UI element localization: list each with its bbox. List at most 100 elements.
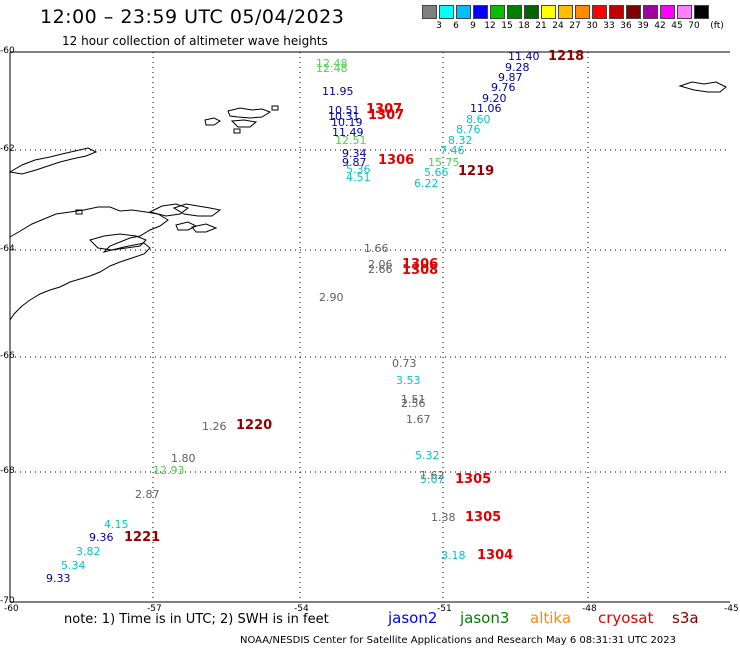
- wave-height-value: 2.66: [368, 263, 393, 276]
- east-island-3: [191, 223, 218, 233]
- wave-height-value: 9.76: [491, 81, 516, 94]
- colorbar-swatch: [694, 5, 709, 19]
- latitude-gridlines: [10, 149, 730, 473]
- wave-height-value: 11.95: [322, 85, 354, 98]
- time-label: 1221: [124, 530, 161, 545]
- wave-height-value: 5.66: [424, 166, 449, 179]
- longitude-label: -51: [437, 604, 452, 614]
- colorbar-swatch: [439, 5, 454, 19]
- wave-height-value: 1.26: [202, 420, 227, 433]
- latitude-label: -68: [0, 466, 15, 476]
- colorbar-label: 15: [501, 21, 513, 31]
- wave-height-value: 9.20: [482, 92, 507, 105]
- time-label: 1307: [366, 102, 403, 117]
- longitude-gridlines: [152, 52, 589, 602]
- colorbar-label: 9: [470, 21, 476, 31]
- colorbar-label: 18: [518, 21, 530, 31]
- colorbar-label: 36: [620, 21, 632, 31]
- south-orkney-west: [204, 117, 221, 126]
- colorbar-swatch: [524, 5, 539, 19]
- wave-height-value: 10.19: [331, 116, 363, 129]
- wave-height-value: 12.48: [316, 62, 348, 75]
- footer-note: note: 1) Time is in UTC; 2) SWH is in fe…: [64, 612, 329, 627]
- colorbar-swatch: [456, 5, 471, 19]
- antarctic-peninsula: [9, 206, 169, 322]
- wave-height-value: 2.87: [135, 488, 160, 501]
- wave-height-value: 1.67: [406, 413, 431, 426]
- south-orkney-east: [230, 119, 258, 128]
- colorbar-label: 39: [637, 21, 649, 31]
- wave-height-value: 2.90: [319, 291, 344, 304]
- colorbar-label: 24: [552, 21, 564, 31]
- coastline: [8, 81, 727, 322]
- time-label: 1306: [402, 257, 439, 272]
- wave-height-value: 3.18: [441, 549, 466, 562]
- wave-height-value: 1.51: [401, 393, 426, 406]
- wave-height-value: 4.15: [104, 518, 129, 531]
- wave-height-value: 9.33: [46, 572, 71, 585]
- colorbar-swatch: [490, 5, 505, 19]
- longitude-label: -54: [294, 604, 309, 614]
- colorbar-label: 30: [586, 21, 598, 31]
- map-subtitle: 12 hour collection of altimeter wave hei…: [62, 34, 328, 48]
- colorbar-swatch: [677, 5, 692, 19]
- wave-height-value: 4.51: [346, 171, 371, 184]
- satellite-altika: altika: [530, 609, 572, 627]
- wave-height-value: 9.34: [342, 147, 367, 160]
- south-georgia: [678, 81, 727, 93]
- wave-height-value: 1.38: [431, 511, 456, 524]
- wave-height-value: 7.46: [440, 144, 465, 157]
- latitude-label: -60: [0, 46, 15, 56]
- colorbar-label: 27: [569, 21, 581, 31]
- wave-height-value: 11.40: [508, 50, 540, 63]
- map-title: 12:00 – 23:59 UTC 05/04/2023: [40, 6, 345, 28]
- wave-height-value: 8.60: [466, 113, 491, 126]
- wave-height-value: 10.51: [328, 104, 360, 117]
- wave-height-value: 5.32: [415, 449, 440, 462]
- wave-height-value: 12.51: [335, 134, 367, 147]
- wave-height-value: 9.87: [342, 156, 367, 169]
- colorbar-unit: (ft): [710, 21, 724, 31]
- small-island-b: [271, 105, 279, 111]
- wave-height-value: 5.34: [61, 559, 86, 572]
- colorbar-swatch: [507, 5, 522, 19]
- colorbar-label: 21: [535, 21, 547, 31]
- east-island-2: [175, 221, 198, 231]
- colorbar-swatch: [660, 5, 675, 19]
- time-label: 1219: [458, 164, 495, 179]
- wave-height-value: 15.75: [428, 156, 460, 169]
- colorbar-swatch: [626, 5, 641, 19]
- latitude-label: -64: [0, 244, 15, 254]
- wave-height-value: 3.82: [76, 545, 101, 558]
- colorbar-swatch: [558, 5, 573, 19]
- wave-height-value: 8.32: [448, 134, 473, 147]
- wave-height-value: 11.06: [470, 102, 502, 115]
- longitude-label: -45: [724, 604, 739, 614]
- time-label: 1304: [477, 548, 514, 563]
- time-label: 1307: [368, 108, 405, 123]
- wave-height-value: 2.56: [401, 397, 426, 410]
- time-label: 1218: [548, 49, 585, 64]
- satellite-jason2: jason2: [388, 609, 438, 627]
- colorbar-label: 45: [671, 21, 683, 31]
- time-label: 1308: [402, 263, 439, 278]
- small-island-a: [75, 209, 83, 215]
- wave-height-value: 9.28: [505, 61, 530, 74]
- colorbar-swatch: [643, 5, 658, 19]
- time-label: 1305: [465, 510, 502, 525]
- colorbar-swatch: [609, 5, 624, 19]
- wave-height-value: 3.53: [396, 374, 421, 387]
- wave-height-value: 12.93: [153, 464, 185, 477]
- wave-height-value: 5.07: [420, 473, 445, 486]
- south-orkney-main: [227, 107, 272, 119]
- wave-height-value: 8.76: [456, 123, 481, 136]
- small-island-c: [233, 128, 241, 134]
- longitude-label: -57: [147, 604, 162, 614]
- wave-height-value: 9.87: [498, 71, 523, 84]
- longitude-label: -48: [582, 604, 597, 614]
- joinville-island: [89, 233, 147, 251]
- colorbar-label: 6: [453, 21, 459, 31]
- colorbar-label: 42: [654, 21, 666, 31]
